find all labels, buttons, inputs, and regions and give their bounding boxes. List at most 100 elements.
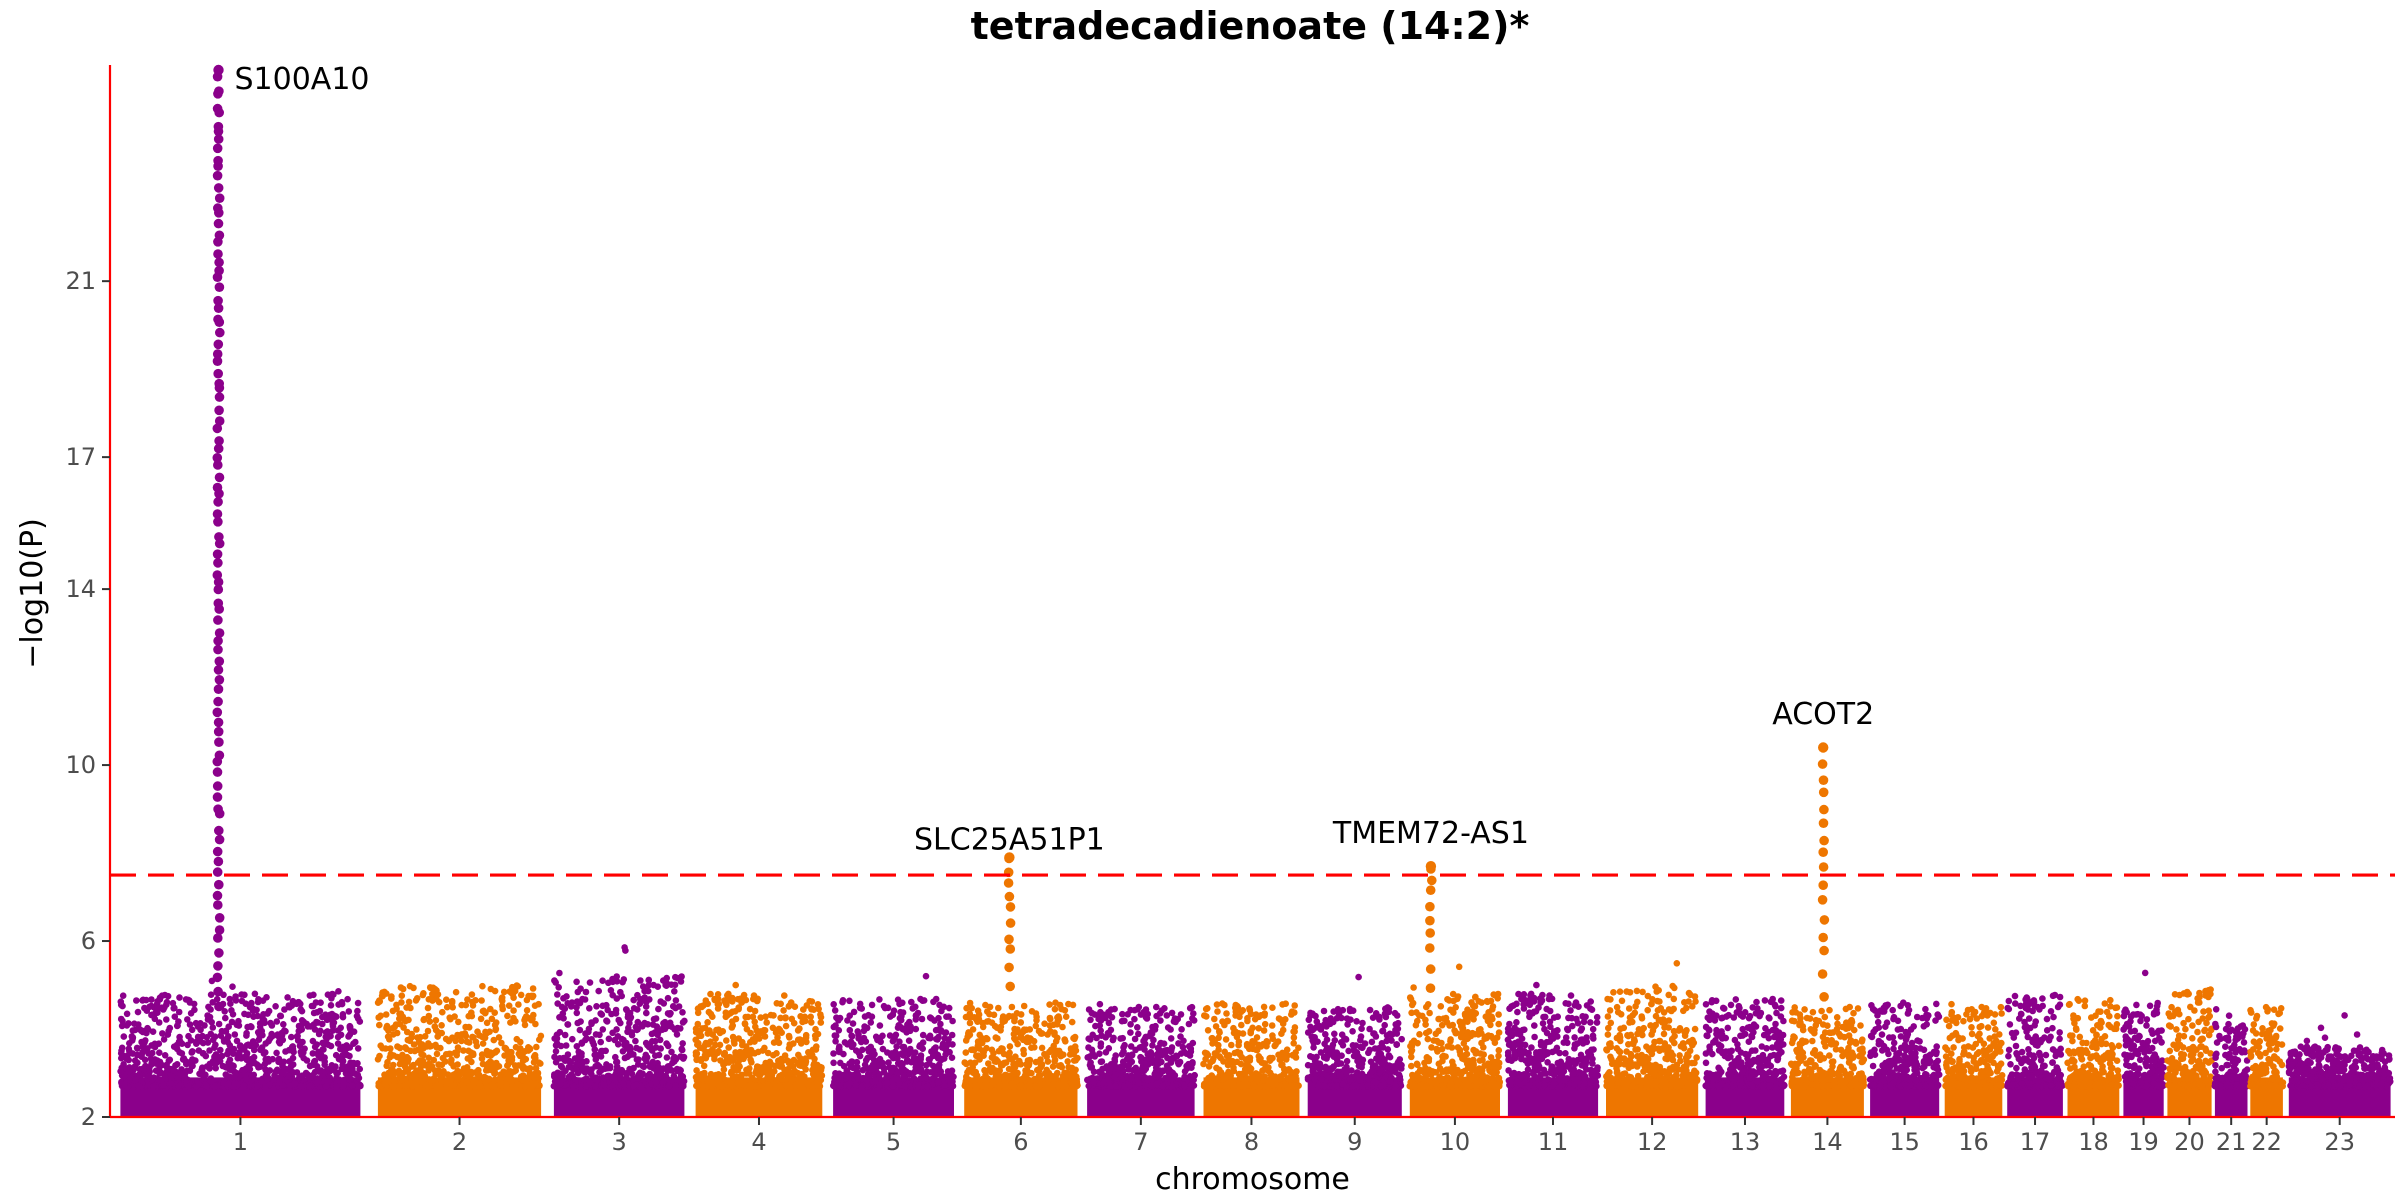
snp-point — [383, 990, 390, 997]
snp-point — [664, 994, 672, 1002]
snp-point — [1097, 1040, 1105, 1047]
snp-point — [817, 1076, 825, 1084]
snp-point — [979, 1047, 986, 1055]
snp-point — [1034, 1066, 1041, 1074]
snp-point — [344, 995, 351, 1003]
snp-point — [1201, 1012, 1208, 1019]
snp-point — [328, 995, 335, 1002]
snp-point — [830, 1050, 837, 1057]
snp-point — [470, 1078, 478, 1086]
snp-point — [940, 1055, 948, 1062]
snp-point — [479, 1040, 487, 1047]
snp-point — [261, 1060, 269, 1067]
snp-point — [161, 1052, 169, 1059]
snp-point — [696, 1044, 704, 1051]
snp-point — [663, 982, 670, 989]
chromosome-6-points — [961, 999, 1081, 1117]
snp-point — [582, 1036, 589, 1044]
snp-point — [551, 977, 558, 984]
snp-point — [729, 1033, 737, 1041]
snp-point — [556, 969, 563, 977]
snp-point — [732, 981, 739, 989]
snp-point — [579, 995, 586, 1003]
snp-point — [1121, 1082, 1128, 1090]
snp-point — [971, 1059, 979, 1066]
snp-point — [1015, 1076, 1023, 1083]
snp-point — [1132, 1064, 1140, 1072]
snp-point — [323, 1013, 331, 1021]
snp-point — [808, 1019, 815, 1026]
snp-point — [274, 1031, 282, 1038]
snp-point — [655, 1051, 663, 1059]
snp-point — [772, 1029, 780, 1036]
snp-point — [806, 997, 813, 1005]
snp-point — [1169, 1082, 1176, 1090]
snp-point — [1127, 1043, 1135, 1050]
snp-point — [986, 1065, 994, 1073]
snp-point — [195, 1047, 203, 1054]
snp-point — [425, 1040, 432, 1047]
snp-point — [483, 1019, 491, 1027]
snp-point — [272, 1003, 279, 1010]
snp-point — [117, 1068, 124, 1075]
snp-point — [1140, 1008, 1148, 1016]
snp-point — [633, 1056, 641, 1063]
snp-point — [1164, 1024, 1172, 1031]
snp-point — [679, 1073, 687, 1080]
snp-point — [1040, 1081, 1048, 1088]
snp-point — [119, 1017, 126, 1025]
snp-point — [275, 1055, 283, 1063]
snp-point — [696, 1032, 703, 1040]
snp-point — [120, 1033, 128, 1040]
snp-point — [992, 1069, 1000, 1077]
snp-point — [510, 1007, 517, 1014]
snp-point — [901, 1047, 908, 1054]
snp-point — [879, 1045, 887, 1053]
snp-point — [298, 1017, 306, 1024]
snp-point — [387, 1045, 394, 1052]
snp-point — [639, 1070, 646, 1077]
snp-point — [1185, 1043, 1193, 1050]
snp-point — [782, 1014, 789, 1021]
snp-point — [1092, 1022, 1099, 1030]
snp-point — [414, 1046, 422, 1053]
snp-point — [804, 1081, 812, 1088]
snp-point — [625, 1024, 632, 1032]
snp-point — [784, 1070, 792, 1077]
snp-point — [605, 1035, 613, 1043]
snp-point — [455, 1018, 462, 1026]
snp-point — [710, 1050, 717, 1058]
snp-point — [739, 1041, 746, 1049]
snp-point — [814, 1067, 822, 1075]
snp-point — [142, 1046, 150, 1054]
snp-point — [872, 1078, 879, 1085]
snp-point — [197, 1026, 204, 1034]
snp-point — [852, 1082, 860, 1089]
snp-point — [839, 998, 846, 1006]
snp-point — [1065, 1071, 1073, 1079]
snp-point — [894, 1024, 902, 1031]
snp-point — [995, 1004, 1002, 1012]
snp-point — [289, 1043, 297, 1050]
snp-point — [478, 1055, 486, 1062]
snp-point — [267, 1019, 274, 1027]
snp-point — [1074, 1054, 1081, 1062]
snp-point — [905, 1037, 913, 1044]
snp-point — [433, 1044, 441, 1051]
snp-point — [490, 1036, 498, 1044]
snp-point — [581, 1076, 588, 1083]
snp-point — [1107, 1006, 1115, 1013]
snp-point — [1158, 1052, 1165, 1059]
snp-point — [270, 1075, 278, 1083]
snp-point — [1085, 1006, 1093, 1013]
snp-point — [679, 1040, 686, 1047]
snp-point — [753, 1027, 761, 1034]
snp-point — [509, 1082, 516, 1090]
snp-point — [418, 1078, 426, 1086]
snp-point — [155, 1005, 162, 1012]
snp-point — [858, 1005, 865, 1012]
snp-point — [374, 1056, 382, 1063]
snp-point — [146, 1003, 153, 1011]
snp-point — [532, 1065, 540, 1072]
